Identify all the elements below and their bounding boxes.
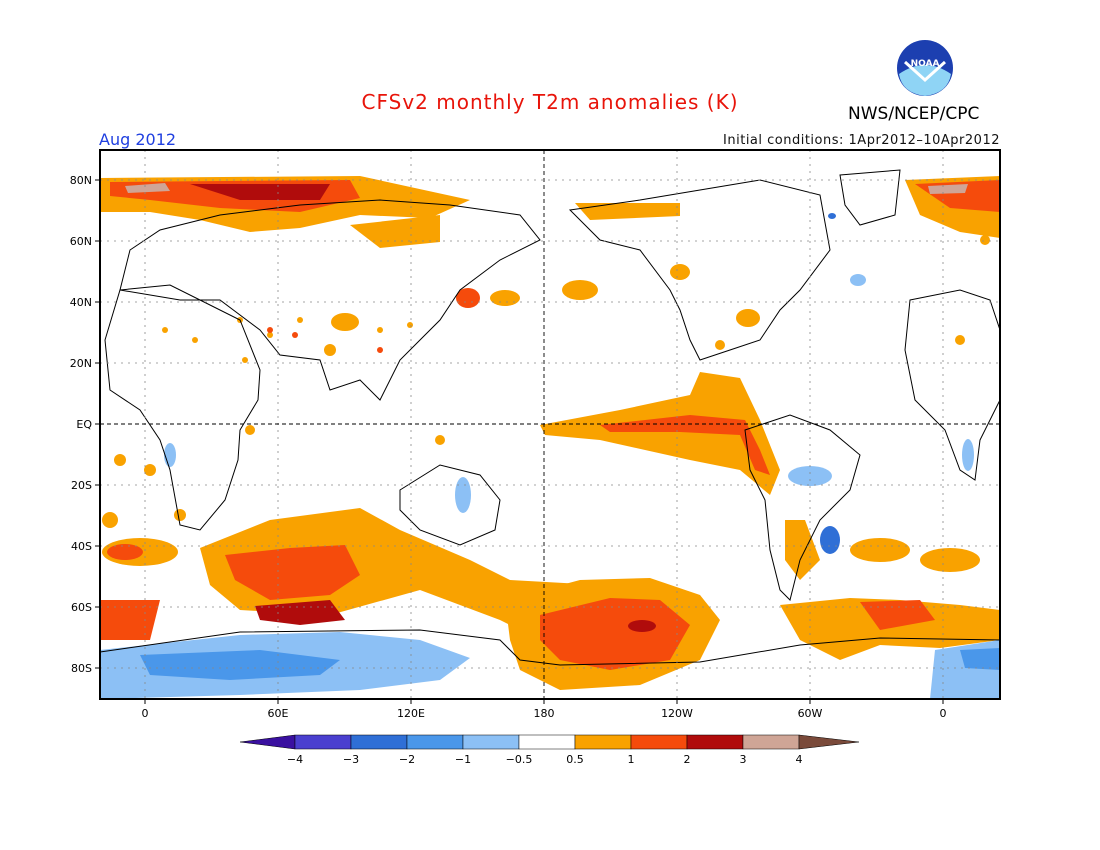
lon-label-60w: 60W [798, 707, 823, 720]
lon-label-60e: 60E [268, 707, 289, 720]
chart-title: CFSv2 monthly T2m anomalies (K) [361, 90, 739, 114]
warm-south-atlantic [780, 598, 1000, 660]
colorbar-bin-5 [518, 734, 576, 750]
colorbar-bin-3 [406, 734, 464, 750]
coast-antarctica [100, 629, 1000, 666]
warm-arctic-band-east [575, 203, 680, 220]
warm-south-atlantic-core [860, 600, 935, 630]
coast-greenland [839, 169, 901, 226]
coast-south-america [744, 414, 861, 601]
warm-south-pacific-core [540, 598, 690, 670]
warm-siberia-patch [350, 215, 440, 248]
lon-label-180: 180 [534, 707, 555, 720]
colorbar-arrow-right [798, 734, 860, 750]
colorbar-arrow-left [239, 734, 296, 750]
lon-label-120w: 120W [661, 707, 693, 720]
warm-scatter-dots [102, 235, 990, 528]
axis-ticks [95, 179, 944, 704]
lat-label-80s: 80S [71, 662, 92, 675]
lat-label-20n: 20N [70, 357, 92, 370]
colorbar-tick-8: 2 [684, 753, 691, 766]
colorbar-tick-6: 0.5 [566, 753, 584, 766]
colorbar-tick-5: −0.5 [506, 753, 533, 766]
warm-enso-core [600, 415, 770, 475]
lat-label-60s: 60S [71, 601, 92, 614]
lon-label-0-right: 0 [940, 707, 947, 720]
warm-southern-indian-hot [255, 600, 345, 625]
period-label: Aug 2012 [99, 130, 177, 149]
lat-label-20s: 20S [71, 479, 92, 492]
warm-south-america [785, 520, 820, 580]
colorbar-bin-2 [350, 734, 408, 750]
coast-africa-right [904, 289, 1000, 481]
colorbar-bin-7 [630, 734, 688, 750]
colorbar-tick-7: 1 [628, 753, 635, 766]
warm-southwest-left [100, 600, 160, 640]
colorbar-bin-8 [686, 734, 744, 750]
colorbar-tick-10: 4 [796, 753, 803, 766]
colorbar-bin-9 [742, 734, 800, 750]
colorbar-bin-4 [462, 734, 520, 750]
warm-southern-indian-core [225, 545, 360, 600]
noaa-logo: NOAA [897, 40, 953, 96]
lat-label-40n: 40N [70, 296, 92, 309]
lat-label-eq: EQ [76, 418, 92, 431]
cold-antarctica-right-core [960, 648, 1000, 670]
coast-australia [399, 464, 501, 546]
coast-eurasia [119, 199, 541, 401]
lon-labels: 0 60E 120E 180 120W 60W 0 [142, 707, 947, 720]
colorbar-tick-1: −4 [287, 753, 303, 766]
coast-africa [104, 284, 261, 531]
colorbar-tick-4: −1 [455, 753, 471, 766]
initial-conditions-label: Initial conditions: 1Apr2012–10Apr2012 [723, 133, 1000, 148]
anomaly-field [100, 176, 1000, 699]
warm-arctic-hot [190, 184, 330, 200]
warm-arctic-extreme [125, 183, 170, 193]
colorbar-tick-3: −2 [399, 753, 415, 766]
colorbar-bin-6 [574, 734, 632, 750]
colorbar: −4 −3 −2 −1 −0.5 0.5 1 2 3 4 [239, 734, 860, 766]
reference-lines [100, 150, 1000, 699]
org-label: NWS/NCEP/CPC [848, 104, 980, 124]
cold-antarctica-left-core [140, 650, 340, 680]
lat-label-40s: 40S [71, 540, 92, 553]
coastlines [100, 169, 1000, 666]
noaa-logo-text: NOAA [911, 59, 940, 69]
lat-label-60n: 60N [70, 235, 92, 248]
warm-enso-band [540, 372, 780, 495]
warm-arctic-extreme-right [928, 184, 968, 194]
colorbar-tick-2: −3 [343, 753, 359, 766]
lon-label-0: 0 [142, 707, 149, 720]
lon-label-120e: 120E [397, 707, 425, 720]
lat-label-80n: 80N [70, 174, 92, 187]
coast-north-america [568, 179, 831, 361]
lat-labels: 80N 60N 40N 20N EQ 20S 40S 60S 80S [70, 174, 93, 675]
colorbar-tick-9: 3 [740, 753, 747, 766]
colorbar-bin-1 [294, 734, 352, 750]
gridlines [100, 150, 1000, 699]
